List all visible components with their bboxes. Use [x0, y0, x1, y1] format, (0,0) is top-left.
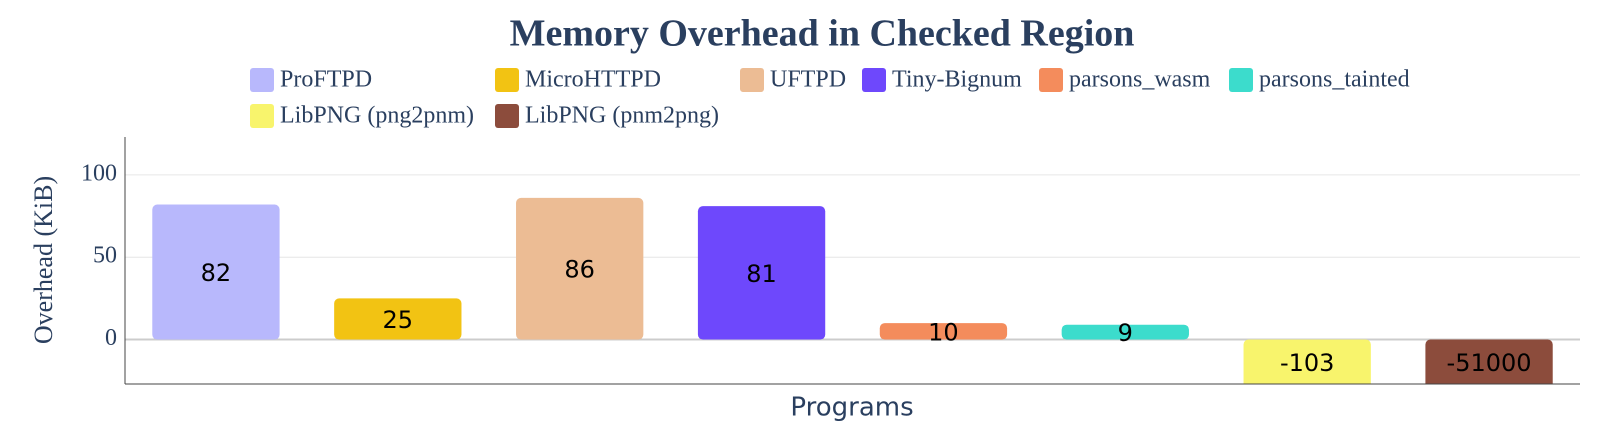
- bar: [879, 323, 1008, 340]
- bar: [1061, 324, 1189, 340]
- legend-label: ProFTPD: [280, 67, 372, 93]
- bar: [1243, 339, 1371, 384]
- legend-label: UFTPD: [770, 67, 846, 93]
- value-label: 9: [1118, 319, 1133, 347]
- value-label: -103: [1280, 349, 1334, 377]
- legend-label: MicroHTTPD: [525, 67, 661, 93]
- x-axis-label: Programs: [790, 393, 913, 423]
- legend-label: LibPNG (pnm2png): [525, 103, 719, 129]
- legend-swatch: [495, 68, 519, 92]
- value-label: 86: [564, 256, 595, 284]
- legend-swatch: [1229, 68, 1253, 92]
- legend-swatch: [1039, 68, 1063, 92]
- value-label: 81: [746, 260, 777, 288]
- legend-label: parsons_wasm: [1069, 67, 1211, 93]
- chart-title: Memory Overhead in Checked Region: [510, 13, 1135, 55]
- y-tick-label: 0: [105, 325, 117, 351]
- legend-swatch: [862, 68, 886, 92]
- bar: [334, 298, 462, 340]
- legend-swatch: [740, 68, 764, 92]
- bar: [697, 206, 826, 340]
- bar: [516, 197, 644, 340]
- legend-swatch: [495, 104, 519, 128]
- value-label: 10: [928, 318, 959, 346]
- value-label: -51000: [1447, 349, 1532, 377]
- legend-label: Tiny-Bignum: [892, 67, 1022, 93]
- bars: [152, 197, 1553, 384]
- y-tick-label: 50: [93, 243, 117, 269]
- y-tick-label: 100: [81, 160, 117, 186]
- legend-label: parsons_tainted: [1259, 67, 1410, 93]
- value-label: 82: [201, 259, 232, 287]
- legend-swatch: [250, 68, 274, 92]
- legend-label: LibPNG (png2pnm): [280, 103, 474, 129]
- bar: [1425, 339, 1553, 384]
- bar: [152, 204, 280, 340]
- legend-swatch: [250, 104, 274, 128]
- y-axis-label: Overhead (KiB): [29, 176, 58, 344]
- value-label: 25: [383, 306, 414, 334]
